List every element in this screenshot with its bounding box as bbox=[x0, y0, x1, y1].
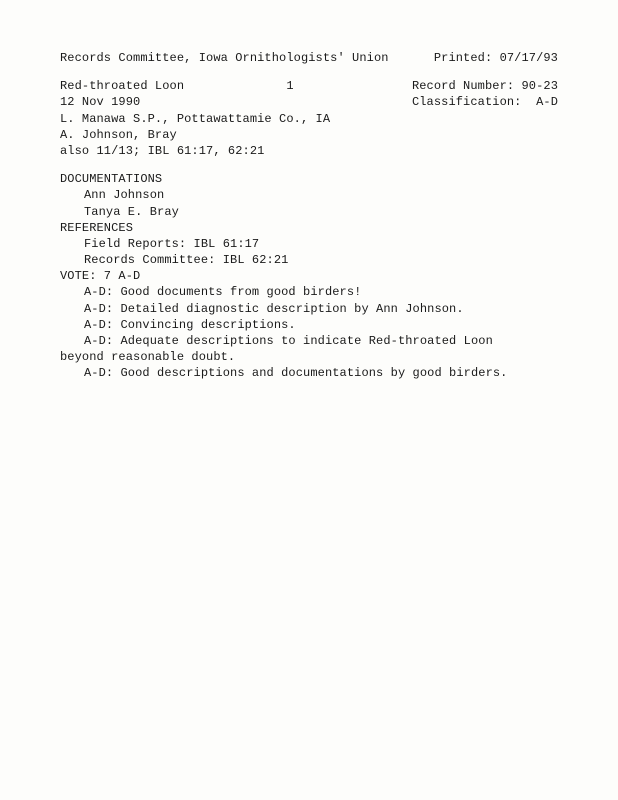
species-count: 1 bbox=[286, 79, 293, 93]
references-heading: REFERENCES bbox=[60, 220, 558, 236]
spacer bbox=[60, 66, 558, 78]
vote-heading: VOTE: 7 A-D bbox=[60, 268, 558, 284]
vote-item: A-D: Good descriptions and documentation… bbox=[60, 365, 558, 381]
spacer bbox=[60, 159, 558, 171]
also-line: also 11/13; IBL 61:17, 62:21 bbox=[60, 143, 558, 159]
documentations-item: Ann Johnson bbox=[60, 187, 558, 203]
species-left: Red-throated Loon 1 bbox=[60, 78, 294, 94]
documentations-heading: DOCUMENTATIONS bbox=[60, 171, 558, 187]
date-row: 12 Nov 1990 Classification: A-D bbox=[60, 94, 558, 110]
location-line: L. Manawa S.P., Pottawattamie Co., IA bbox=[60, 111, 558, 127]
documentations-item: Tanya E. Bray bbox=[60, 204, 558, 220]
printed-label: Printed: bbox=[434, 51, 492, 65]
species-name: Red-throated Loon bbox=[60, 79, 184, 93]
printed-date: 07/17/93 bbox=[500, 51, 558, 65]
printed-block: Printed: 07/17/93 bbox=[434, 50, 558, 66]
observation-date: 12 Nov 1990 bbox=[60, 94, 140, 110]
committee-name: Records Committee, Iowa Ornithologists' … bbox=[60, 50, 389, 66]
header-row: Records Committee, Iowa Ornithologists' … bbox=[60, 50, 558, 66]
vote-item: A-D: Detailed diagnostic description by … bbox=[60, 301, 558, 317]
record-number-label: Record Number: bbox=[412, 79, 514, 93]
vote-item: A-D: Convincing descriptions. bbox=[60, 317, 558, 333]
vote-item: A-D: Adequate descriptions to indicate R… bbox=[60, 333, 558, 349]
species-row: Red-throated Loon 1 Record Number: 90-23 bbox=[60, 78, 558, 94]
vote-item-wrap: beyond reasonable doubt. bbox=[60, 349, 558, 365]
document-page: Records Committee, Iowa Ornithologists' … bbox=[0, 0, 618, 800]
record-number-block: Record Number: 90-23 bbox=[412, 78, 558, 94]
references-item: Records Committee: IBL 62:21 bbox=[60, 252, 558, 268]
vote-item: A-D: Good documents from good birders! bbox=[60, 284, 558, 300]
references-item: Field Reports: IBL 61:17 bbox=[60, 236, 558, 252]
record-number: 90-23 bbox=[521, 79, 558, 93]
classification-label: Classification: bbox=[412, 95, 522, 109]
classification-value: A-D bbox=[536, 95, 558, 109]
observers-line: A. Johnson, Bray bbox=[60, 127, 558, 143]
classification-block: Classification: A-D bbox=[412, 94, 558, 110]
